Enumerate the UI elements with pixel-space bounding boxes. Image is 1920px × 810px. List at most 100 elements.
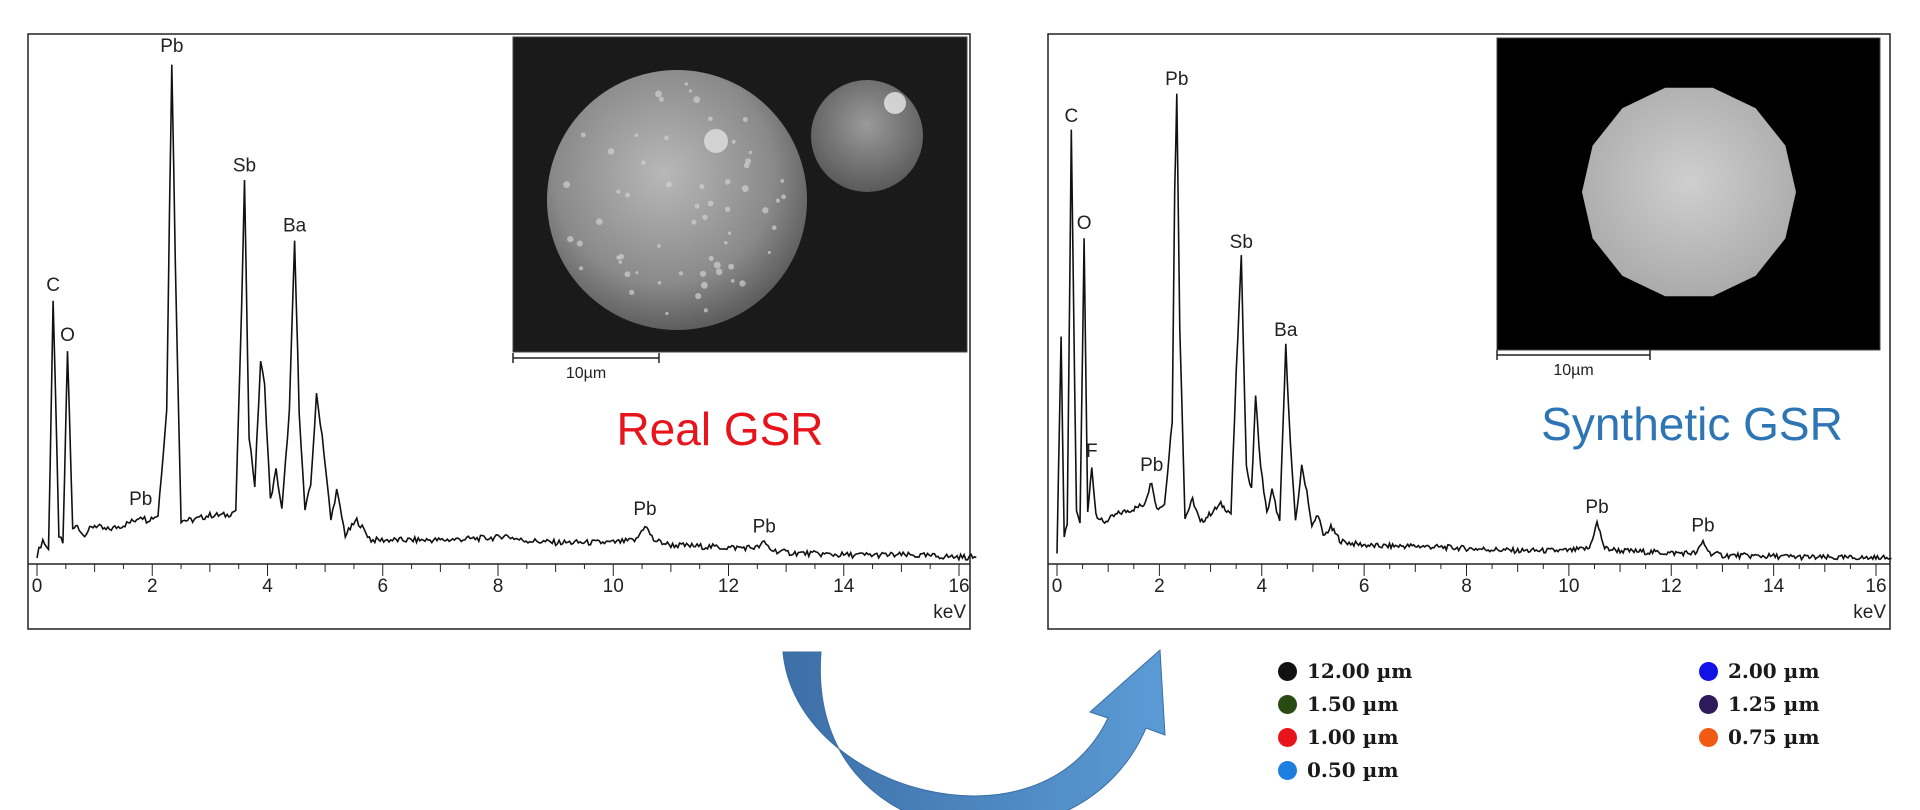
particle-speck <box>781 194 786 200</box>
particle-speck <box>739 280 746 287</box>
particle-speck <box>748 150 753 155</box>
scale-bar-label: 10µm <box>566 365 606 382</box>
x-tick-label: 16 <box>948 576 969 597</box>
particle-speck <box>724 240 728 245</box>
peak-label: Ba <box>1274 320 1298 341</box>
legend-dot <box>1278 661 1297 681</box>
legend-item: 0.50 µm <box>1278 757 1398 783</box>
scale-bar-label: 10µm <box>1553 362 1593 379</box>
particle-speck <box>728 263 735 270</box>
legend-label: 1.25 µm <box>1728 692 1820 716</box>
particle-speck <box>684 82 688 86</box>
spectrum-series-line <box>1056 93 1892 562</box>
legend-label: 2.00 µm <box>1728 659 1820 683</box>
particle-speck <box>624 271 631 278</box>
particle-speck <box>641 160 646 165</box>
peak-label: O <box>60 325 75 346</box>
particle-speck <box>657 244 661 248</box>
x-tick-label: 6 <box>1359 576 1370 597</box>
particle-speck <box>745 158 752 165</box>
x-tick-label: 14 <box>1763 576 1785 597</box>
legend-item: 0.75 µm <box>1699 724 1819 750</box>
peak-label: C <box>1064 106 1078 127</box>
peak-label: Pb <box>753 517 776 538</box>
legend-item: 1.25 µm <box>1699 691 1819 717</box>
particle-speck <box>707 200 714 207</box>
particle-speck <box>665 311 669 316</box>
particle-speck <box>576 240 583 247</box>
particle-speck <box>607 148 615 155</box>
particle-speck <box>700 281 708 289</box>
legend-label: 0.50 µm <box>1307 758 1399 782</box>
legend-item: 1.50 µm <box>1278 691 1398 717</box>
peak-label: Pb <box>129 489 152 510</box>
particle-speck <box>563 181 570 189</box>
peak-label: C <box>46 275 60 296</box>
peak-label: Pb <box>1165 69 1188 90</box>
particle-speck <box>708 116 713 122</box>
x-tick-label: 6 <box>377 576 388 597</box>
legend-dot <box>1699 661 1718 681</box>
particle-speck <box>703 308 708 313</box>
particle-speck <box>665 181 672 188</box>
particle-speck <box>708 255 714 261</box>
spectrum-series-line <box>36 64 977 562</box>
x-tick-label: 0 <box>32 576 43 597</box>
peak-label: Pb <box>1140 455 1163 476</box>
particle-speck <box>771 225 777 231</box>
particle-speck <box>695 292 702 300</box>
x-tick-label: 14 <box>833 576 855 597</box>
x-tick-label: 16 <box>1865 576 1886 597</box>
particle-speck <box>767 250 771 255</box>
legend-dot <box>1699 694 1718 714</box>
particle-speck <box>704 129 728 153</box>
legend-item: 12.00 µm <box>1278 658 1412 684</box>
particle-speck <box>699 184 705 190</box>
particle-speck <box>741 185 749 192</box>
peak-label: Sb <box>1230 232 1253 253</box>
legend-dot <box>1278 694 1297 714</box>
x-tick-label: 8 <box>1461 576 1472 597</box>
particle-speck <box>678 271 684 276</box>
particle-speck <box>595 218 603 225</box>
particle-speck <box>664 135 669 141</box>
particle-speck <box>731 139 736 144</box>
x-tick-label: 10 <box>1558 576 1579 597</box>
particle-speck <box>618 260 623 264</box>
legend-dot <box>1278 727 1297 747</box>
particle-large <box>547 70 807 330</box>
particle-speck <box>742 117 748 123</box>
peak-label: Ba <box>283 215 307 236</box>
legend-label: 12.00 µm <box>1307 659 1413 683</box>
particle-speck <box>580 132 586 138</box>
peak-label: Pb <box>160 36 183 57</box>
x-tick-label: 4 <box>1256 576 1267 597</box>
legend-label: 1.00 µm <box>1307 725 1399 749</box>
particle-speck <box>616 255 621 260</box>
particle-speck <box>727 231 732 235</box>
particle-synthetic <box>1582 87 1796 297</box>
chart-title: Real GSR <box>616 403 823 455</box>
x-tick-label: 2 <box>1154 576 1165 597</box>
peak-label: Sb <box>233 156 256 177</box>
particle-speck <box>625 192 630 198</box>
legend-dot <box>1699 727 1718 747</box>
particle-speck <box>699 270 707 277</box>
particle-speck <box>657 280 662 285</box>
particle-speck <box>775 198 781 203</box>
peak-label: Pb <box>1691 515 1714 536</box>
peak-label: F <box>1086 441 1098 462</box>
peak-label: Pb <box>633 499 656 520</box>
particle-speck <box>693 96 701 104</box>
x-tick-label: 8 <box>493 576 504 597</box>
particle-speck <box>616 189 621 194</box>
legend-label: 0.75 µm <box>1728 725 1820 749</box>
x-tick-label: 4 <box>262 576 273 597</box>
particle-speck <box>579 266 584 271</box>
particle-speck <box>655 90 662 98</box>
x-axis-label: keV <box>1853 602 1886 623</box>
